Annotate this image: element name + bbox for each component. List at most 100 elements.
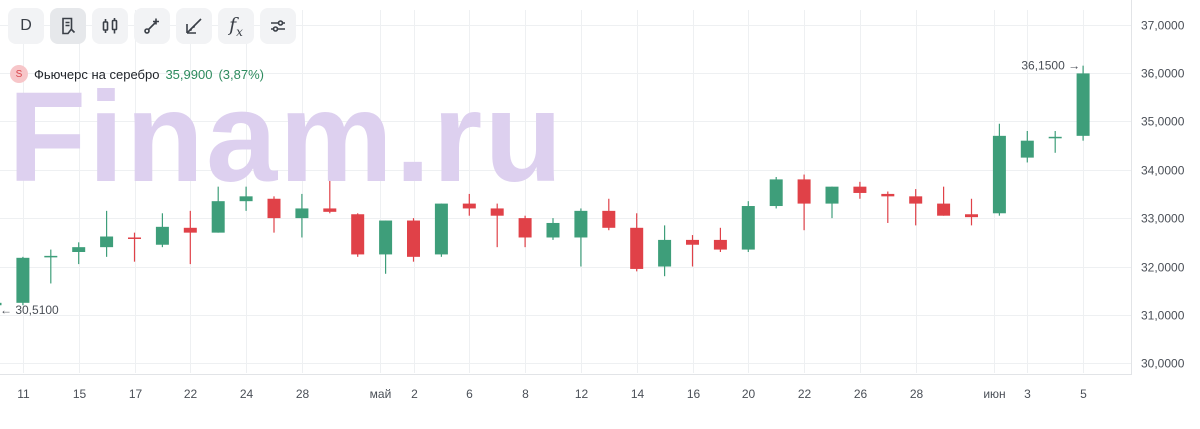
candle-body xyxy=(546,222,560,238)
toolbar: D fx xyxy=(8,8,296,44)
x-tick-label: 28 xyxy=(910,387,924,401)
x-tick-label: 2 xyxy=(411,387,418,401)
instrument-price: 35,9900 xyxy=(165,66,213,82)
indicators-button[interactable]: fx xyxy=(218,8,254,44)
instrument-change: (3,87%) xyxy=(218,66,264,82)
candle xyxy=(769,176,783,209)
min-price-label: ← 30,5100 xyxy=(0,303,59,317)
y-tick-label: 37,0000 xyxy=(1141,19,1185,33)
instrument-legend[interactable]: S Фьючерс на серебро 35,9900 (3,87%) xyxy=(10,65,264,83)
candle-body xyxy=(909,196,923,204)
x-tick-label: 26 xyxy=(854,387,868,401)
candle-body xyxy=(462,203,476,209)
candle-body xyxy=(825,186,839,204)
instrument-symbol-badge: S xyxy=(10,65,28,83)
sliders-icon xyxy=(271,20,285,32)
candle xyxy=(546,218,560,240)
y-tick-label: 35,0000 xyxy=(1141,115,1185,129)
candle-body xyxy=(155,226,169,245)
candle-body xyxy=(267,198,281,219)
candle xyxy=(323,176,337,214)
x-tick-label: 24 xyxy=(240,387,254,401)
interval-button[interactable]: D xyxy=(8,8,44,44)
candle-body xyxy=(741,206,755,250)
x-tick-label: май xyxy=(370,387,392,401)
y-tick-label: 36,0000 xyxy=(1141,67,1185,81)
candle xyxy=(909,189,923,226)
candle xyxy=(602,198,616,231)
candle-body xyxy=(574,210,588,238)
drawing-tools-button[interactable] xyxy=(134,8,170,44)
x-tick-label: 20 xyxy=(742,387,756,401)
candle-body xyxy=(44,255,58,258)
x-tick-label: 3 xyxy=(1024,387,1031,401)
candle-body xyxy=(630,227,644,269)
x-tick-label: 17 xyxy=(129,387,143,401)
candle xyxy=(128,232,141,262)
candle xyxy=(0,302,2,306)
candle xyxy=(574,208,588,267)
candle-body xyxy=(72,247,86,252)
candle-body xyxy=(379,220,393,255)
candle-body xyxy=(518,218,532,238)
candle xyxy=(407,218,420,262)
candle xyxy=(239,186,253,211)
candle-body xyxy=(1020,140,1034,158)
candle-body xyxy=(434,203,448,255)
candle-body xyxy=(992,135,1006,214)
candle xyxy=(825,186,839,219)
candle xyxy=(155,213,169,248)
candle xyxy=(100,210,114,257)
x-tick-label: 16 xyxy=(687,387,701,401)
candle-body xyxy=(211,201,225,233)
candle-body xyxy=(881,193,895,197)
candle xyxy=(379,220,393,274)
candle-body xyxy=(239,196,253,202)
candle xyxy=(797,174,811,231)
candle-body xyxy=(183,227,197,233)
trend-tools-button[interactable] xyxy=(176,8,212,44)
x-tick-label: 6 xyxy=(466,387,473,401)
candle xyxy=(741,201,755,252)
candle xyxy=(183,210,197,265)
candle xyxy=(267,196,281,233)
candle-body xyxy=(686,239,699,245)
settings-button[interactable] xyxy=(260,8,296,44)
candle xyxy=(44,249,58,284)
candle xyxy=(686,235,699,267)
candle-body xyxy=(602,210,616,228)
y-tick-label: 32,0000 xyxy=(1141,261,1185,275)
chart-settings-button[interactable] xyxy=(50,8,86,44)
candle-body xyxy=(1048,136,1062,139)
candlestick-icon xyxy=(102,18,118,34)
candle xyxy=(853,181,867,199)
candle-body xyxy=(853,186,867,193)
fx-icon: fx xyxy=(229,13,243,39)
candle xyxy=(16,256,30,306)
price-annotations: 36,1500 → ← 30,5100 xyxy=(0,59,1080,317)
candle-body xyxy=(937,203,951,216)
instrument-name: Фьючерс на серебро xyxy=(34,66,160,82)
candle xyxy=(630,213,644,272)
x-tick-label: 5 xyxy=(1080,387,1087,401)
candle-body xyxy=(407,220,420,257)
candle xyxy=(965,198,978,226)
candle xyxy=(1076,65,1090,141)
x-tick-label: 12 xyxy=(575,387,589,401)
interval-label: D xyxy=(20,17,32,34)
candle-body xyxy=(0,302,2,306)
axes: 30,0000 31,0000 32,0000 33,0000 34,0000 35,00… xyxy=(0,0,1185,401)
candle xyxy=(713,227,727,252)
candle-body xyxy=(965,214,978,218)
x-tick-label: 15 xyxy=(73,387,87,401)
chart-type-button[interactable] xyxy=(92,8,128,44)
y-tick-label: 34,0000 xyxy=(1141,164,1185,178)
candles xyxy=(0,65,1090,306)
candle xyxy=(490,203,504,248)
candle-body xyxy=(490,208,504,216)
candle-body xyxy=(797,179,811,204)
candle-body xyxy=(323,208,337,212)
x-tick-label: 22 xyxy=(798,387,812,401)
candle-body xyxy=(100,236,114,248)
